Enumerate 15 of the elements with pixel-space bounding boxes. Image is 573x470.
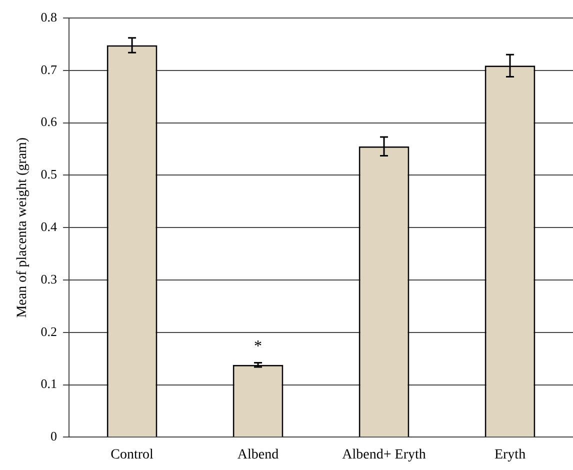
y-tick-label: 0.4 <box>40 219 58 234</box>
y-tick-label: 0.5 <box>40 166 58 182</box>
y-tick-label: 0.7 <box>40 62 58 77</box>
y-tick-label: 0 <box>50 428 58 444</box>
y-tick-label: 0.3 <box>40 271 58 286</box>
y-tick-label: 0.6 <box>40 114 58 130</box>
x-tick-label: Eryth <box>494 447 526 462</box>
x-tick-label: Albend+ Eryth <box>342 447 426 462</box>
y-axis-title: Mean of placenta weight (gram) <box>15 137 30 318</box>
y-tick-label: 0.1 <box>40 376 58 392</box>
y-tick-label: 0.8 <box>40 9 58 24</box>
y-tick-label: 0.2 <box>40 324 58 339</box>
annotation: * <box>254 338 262 355</box>
x-tick-label: Albend <box>237 447 279 462</box>
x-tick-label: Control <box>110 447 154 462</box>
